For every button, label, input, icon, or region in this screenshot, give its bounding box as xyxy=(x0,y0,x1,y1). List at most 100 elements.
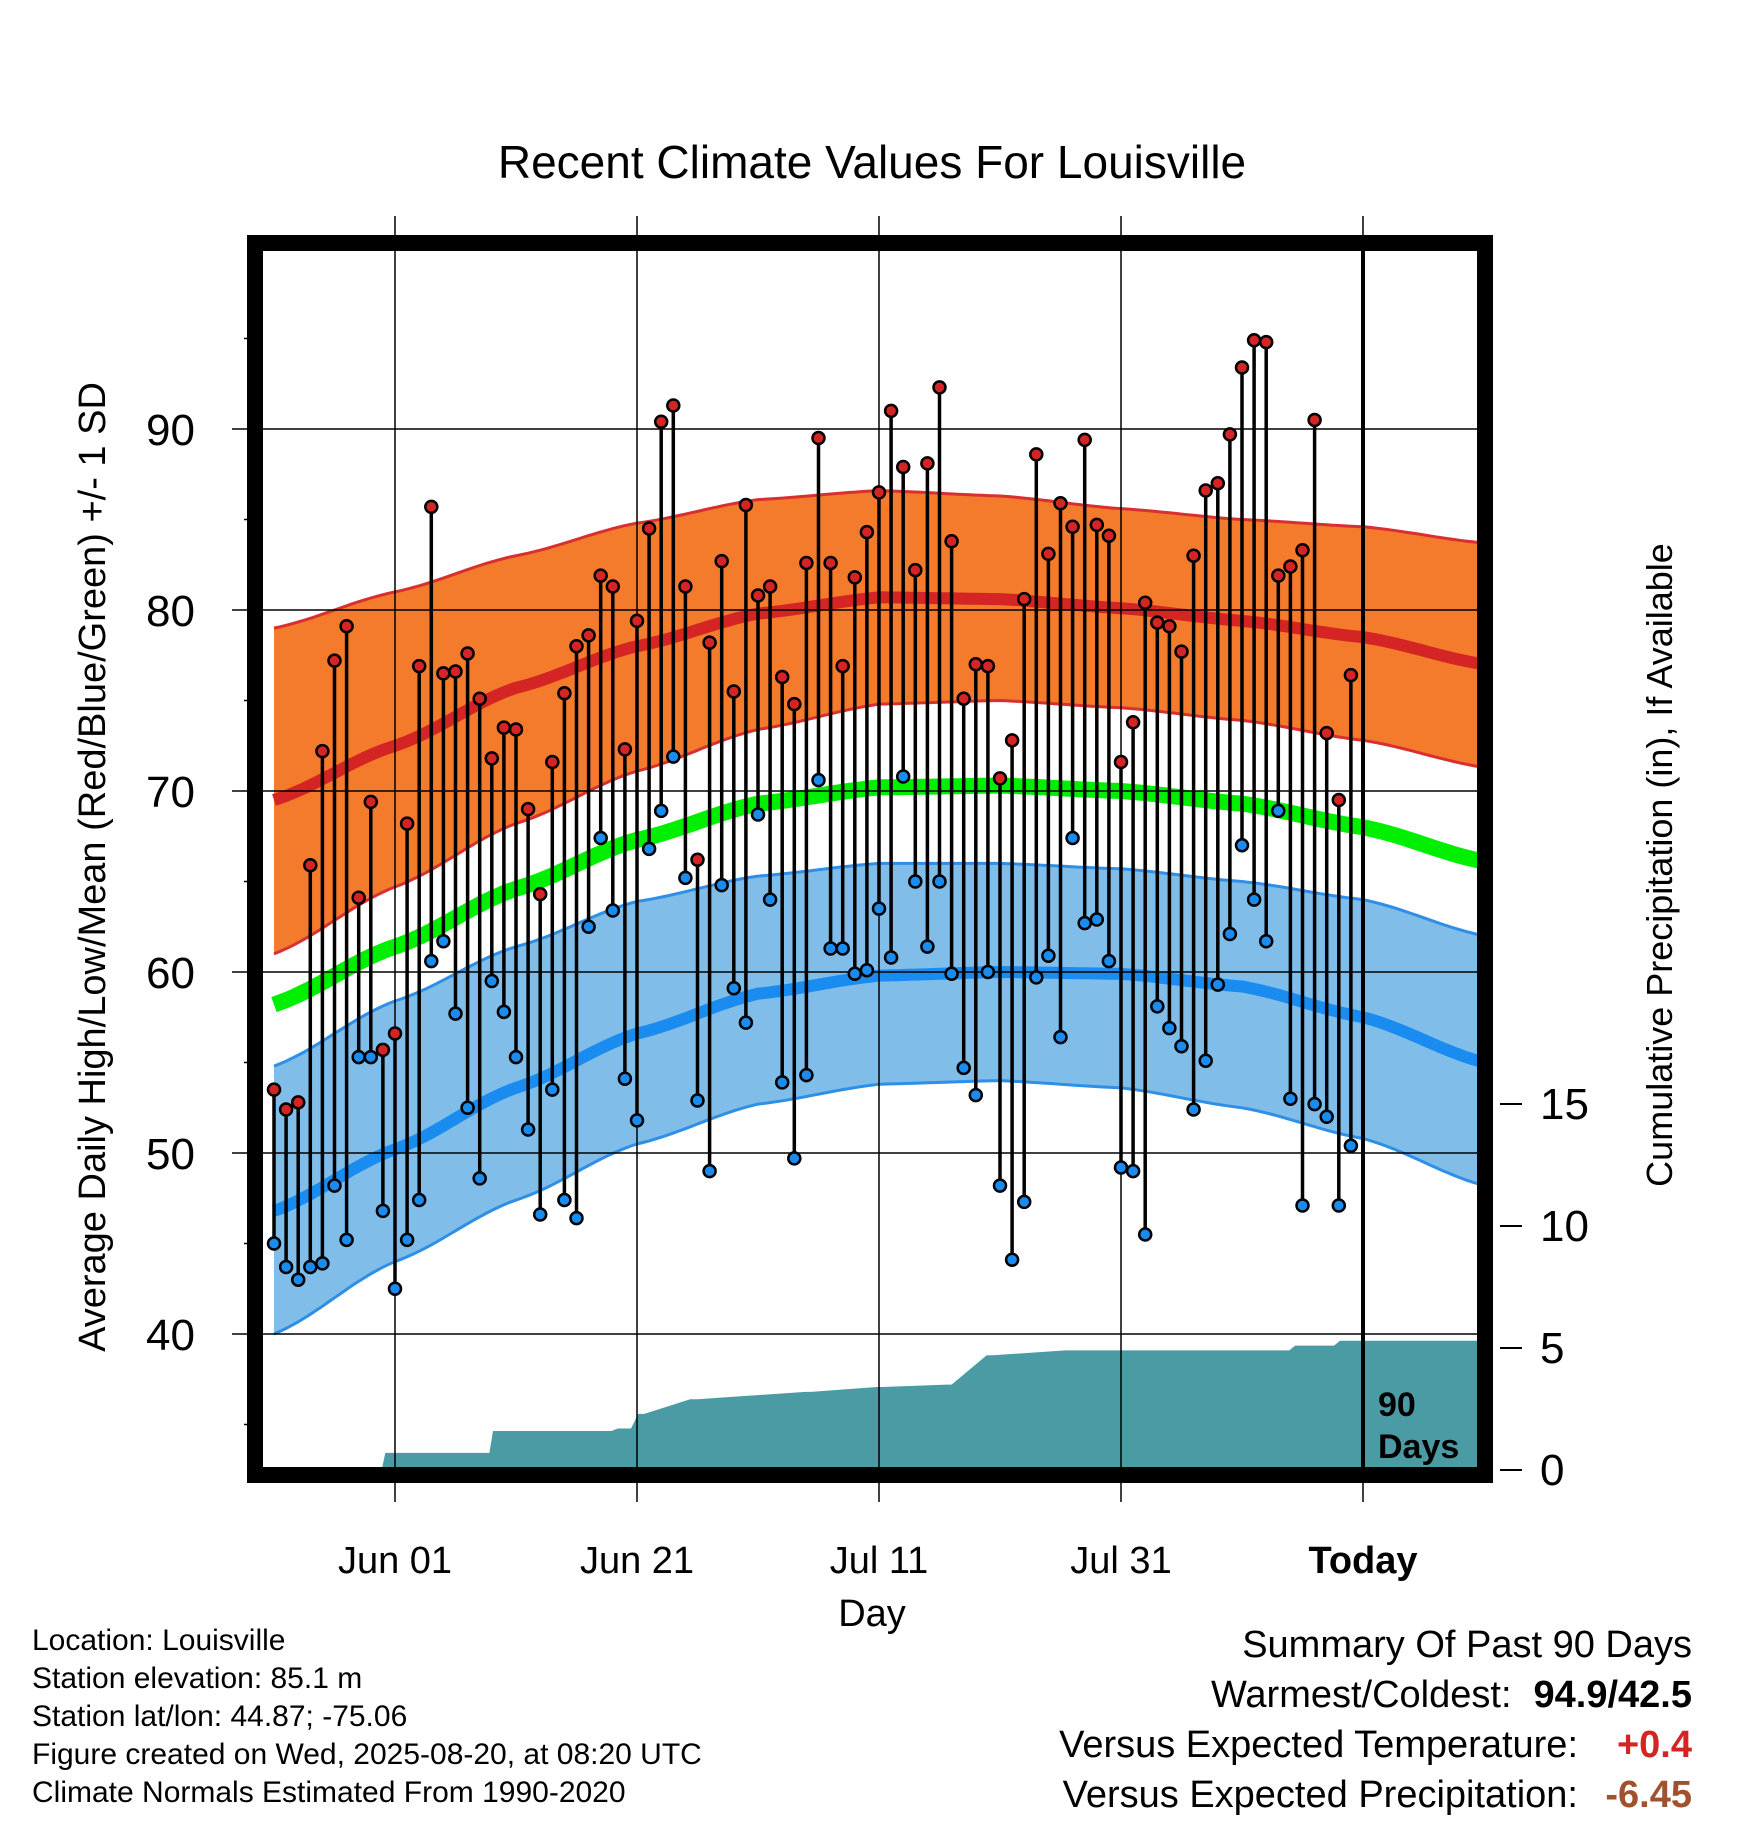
daily-low-point xyxy=(1319,1109,1334,1125)
y-axis-label: Average Daily High/Low/Mean (Red/Blue/Gr… xyxy=(72,382,114,1352)
daily-low-point xyxy=(653,803,669,819)
daily-high-point xyxy=(411,658,427,674)
daily-low-point xyxy=(1125,1163,1141,1179)
daily-high-point xyxy=(787,696,802,712)
daily-high-point xyxy=(847,570,863,585)
x-axis-label: Day xyxy=(838,1593,906,1635)
daily-low-point xyxy=(472,1171,487,1186)
station-info: Location: Louisville Station elevation: … xyxy=(32,1622,702,1812)
daily-high-point xyxy=(399,816,415,831)
daily-low-point xyxy=(569,1210,584,1226)
daily-high-point xyxy=(532,886,548,902)
daily-low-point xyxy=(799,1067,814,1083)
daily-high-point xyxy=(339,619,354,634)
daily-high-point xyxy=(593,568,608,583)
y2-tick-label: 0 xyxy=(1540,1446,1564,1495)
daily-low-point xyxy=(1246,892,1262,907)
y-tick-label: 40 xyxy=(146,1311,195,1360)
daily-low-point xyxy=(617,1071,633,1087)
daily-low-point xyxy=(968,1087,984,1103)
daily-high-point xyxy=(980,658,996,674)
latlon-text: Station lat/lon: 44.87; -75.06 xyxy=(32,1700,408,1733)
daily-high-point xyxy=(1065,519,1080,534)
daily-high-point xyxy=(1283,559,1298,574)
daily-low-point xyxy=(375,1203,391,1219)
summary-title: Summary Of Past 90 Days xyxy=(1242,1624,1692,1666)
daily-low-point xyxy=(290,1272,306,1287)
x-tick-label: Jun 01 xyxy=(338,1540,452,1582)
precip-area xyxy=(382,1340,1478,1468)
daily-high-point xyxy=(920,456,935,471)
daily-low-point xyxy=(678,870,693,886)
daily-high-point xyxy=(859,524,875,540)
daily-high-point xyxy=(472,691,487,706)
daily-high-point xyxy=(944,533,959,549)
daily-low-point xyxy=(641,841,657,857)
y-tick-label: 60 xyxy=(146,949,195,998)
daily-low-point xyxy=(1077,915,1092,931)
daily-high-point xyxy=(799,555,814,571)
daily-high-point xyxy=(617,742,633,757)
temp-anomaly-value: +0.4 xyxy=(1616,1724,1692,1766)
today-days-label: Days xyxy=(1378,1428,1459,1466)
location-text: Location: Louisville xyxy=(32,1624,286,1657)
precipitation-area xyxy=(382,1340,1478,1468)
daily-low-point xyxy=(327,1178,342,1193)
daily-low-point xyxy=(1307,1096,1322,1112)
daily-low-point xyxy=(1331,1198,1347,1213)
daily-low-point xyxy=(605,903,621,918)
x-tick-label: Jul 31 xyxy=(1070,1540,1171,1582)
daily-low-point xyxy=(496,1004,512,1020)
daily-low-point xyxy=(956,1060,971,1076)
daily-high-point xyxy=(1077,432,1092,448)
daily-high-point xyxy=(557,686,572,701)
daily-low-point xyxy=(278,1259,294,1275)
daily-low-point xyxy=(351,1049,366,1065)
daily-low-point xyxy=(944,966,959,982)
y-tick-label: 50 xyxy=(146,1130,195,1179)
daily-high-point xyxy=(738,497,754,513)
x-tick-label: Jul 11 xyxy=(830,1540,929,1582)
y2-tick-label: 10 xyxy=(1540,1202,1589,1251)
daily-high-point xyxy=(1053,495,1068,511)
daily-low-point xyxy=(702,1163,717,1179)
elevation-text: Station elevation: 85.1 m xyxy=(32,1662,363,1695)
summary-panel: Summary Of Past 90 Days Warmest/Coldest:… xyxy=(1059,1620,1692,1820)
daily-low-point xyxy=(774,1075,790,1090)
daily-high-point xyxy=(327,653,342,668)
axis-ticks: 40 50 60 70 80 90 0 5 10 15 Jun 01 Jun 21 Jul 11 Jul … xyxy=(146,216,1589,1582)
daily-high-point xyxy=(1150,615,1165,630)
daily-high-point xyxy=(424,499,439,515)
daily-high-point xyxy=(908,562,923,578)
daily-high-point xyxy=(1113,754,1129,770)
daily-low-point xyxy=(980,964,996,980)
daily-low-point xyxy=(581,919,596,934)
daily-high-point xyxy=(1029,447,1044,462)
daily-low-point xyxy=(871,901,887,916)
daily-high-point xyxy=(1174,644,1189,659)
y2-axis-label: Cumulative Precipitation (in), If Availa… xyxy=(1639,543,1680,1187)
precip-anomaly-row: Versus Expected Precipitation: -6.45 xyxy=(1059,1770,1692,1820)
daily-high-point xyxy=(883,403,899,419)
daily-low-point xyxy=(787,1151,802,1166)
daily-low-point xyxy=(532,1207,548,1222)
daily-high-point xyxy=(1186,548,1201,563)
daily-low-point xyxy=(1029,970,1044,985)
daily-low-point xyxy=(992,1178,1008,1193)
daily-high-point xyxy=(1258,334,1274,350)
daily-high-point xyxy=(351,890,366,906)
daily-low-point xyxy=(1150,999,1165,1014)
daily-high-point xyxy=(956,691,971,706)
daily-low-point xyxy=(1222,926,1238,942)
daily-high-point xyxy=(496,720,512,735)
daily-low-point xyxy=(738,1015,754,1030)
daily-low-point xyxy=(1258,933,1274,949)
x-tick-label: Jun 21 xyxy=(580,1540,694,1582)
daily-low-point xyxy=(1004,1252,1020,1268)
daily-high-point xyxy=(1307,412,1322,428)
daily-low-point xyxy=(411,1192,427,1208)
daily-high-point xyxy=(387,1026,403,1041)
daily-high-point xyxy=(629,613,645,629)
daily-low-point xyxy=(508,1049,524,1065)
